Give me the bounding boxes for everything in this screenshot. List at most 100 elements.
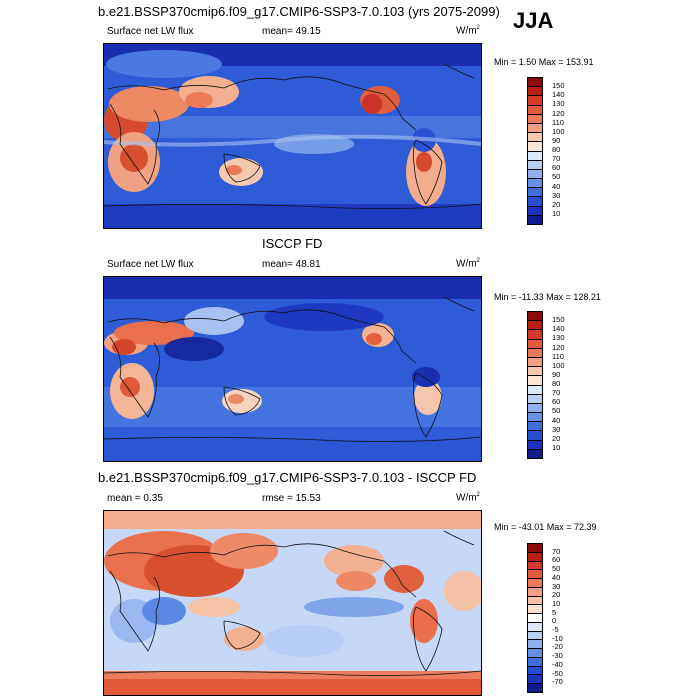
colorbar-label: 30 [552,581,561,591]
colorbar-label: 60 [552,163,561,173]
colorbar-label: -50 [552,668,563,678]
colorbar-segment [528,684,542,693]
colorbar-segment [528,385,542,395]
panel3-minmax: Min = -43.01 Max = 72.39 [494,522,597,532]
colorbar-label: 100 [552,360,565,370]
colorbar-label: 90 [552,369,561,379]
colorbar-label: 10 [552,208,561,218]
colorbar-label: 110 [552,117,564,127]
panel3-mean: mean = 0.35 [107,493,163,504]
panel1-minmax: Min = 1.50 Max = 153.91 [494,57,594,67]
colorbar-label: 70 [552,388,561,398]
colorbar-segment [528,622,542,632]
colorbar-label: -20 [552,642,563,652]
panel1-colorbar-labels: 150 140 130 120 110 100 90 80 70 60 50 40 30 20 10 [552,77,592,223]
colorbar-label: 70 [552,546,561,556]
colorbar-label: 30 [552,424,561,434]
colorbar-label: 50 [552,172,561,182]
colorbar-segment [528,561,542,571]
colorbar-segment [528,666,542,676]
colorbar-segment [528,614,542,623]
panel2-units: W/m2 [456,258,480,270]
colorbar-label: -10 [552,633,563,643]
panel3-map [103,510,482,696]
colorbar-segment [528,123,542,134]
colorbar-label: 10 [552,598,561,608]
colorbar-label: 150 [552,81,565,91]
colorbar-label: 5 [552,607,557,617]
colorbar-segment [528,160,542,170]
colorbar-segment [528,96,542,106]
colorbar-segment [528,657,542,667]
colorbar-segment [528,133,542,143]
panel2-minmax: Min = -11.33 Max = 128.21 [494,292,601,302]
colorbar-label: 40 [552,181,561,191]
colorbar-label: 60 [552,555,561,565]
colorbar-label: 90 [552,135,561,145]
colorbar-segment [528,114,542,124]
colorbar-segment [528,570,542,580]
colorbar-segment [528,449,542,458]
panel2-colorbar [527,311,543,459]
panel3-colorbar-labels: 70 60 50 40 30 20 10 5 0 -5 -10 -20 -30 -40 -50 -70 [552,543,592,691]
colorbar-segment [528,587,542,597]
colorbar-label: 10 [552,442,561,452]
colorbar-segment [528,631,542,641]
colorbar-label: 20 [552,199,561,209]
colorbar-segment [528,339,542,349]
colorbar-segment [528,188,542,198]
colorbar-segment [528,151,542,161]
season-label: JJA [513,8,554,33]
colorbar-segment [528,357,542,368]
colorbar-segment [528,78,542,88]
colorbar-segment [528,675,542,685]
colorbar-label: 0 [552,616,557,626]
panel2-stat: mean= 48.81 [262,259,321,270]
colorbar-segment [528,403,542,414]
colorbar-segment [528,206,542,216]
panel1-colorbar [527,77,543,225]
panel2-colorbar-labels: 150 140 130 120 110 100 90 80 70 60 50 40 30 20 10 [552,311,592,457]
colorbar-label: 40 [552,415,561,425]
colorbar-label: 140 [552,90,565,100]
colorbar-label: 80 [552,379,561,388]
colorbar-segment [528,376,542,386]
panel2-map [103,276,482,462]
colorbar-segment [528,330,542,340]
panel1-units: W/m2 [456,25,480,37]
panel3-map-field [104,511,481,695]
colorbar-segment [528,440,542,450]
colorbar-segment [528,649,542,658]
colorbar-segment [528,431,542,441]
colorbar-label: 70 [552,154,561,164]
colorbar-label: 150 [552,315,565,325]
panel2-title: ISCCP FD [262,236,323,251]
colorbar-label: 120 [552,108,565,118]
panel2-map-field [104,277,481,461]
colorbar-label: 50 [552,406,561,416]
colorbar-segment [528,544,542,553]
colorbar-label: -70 [552,677,563,687]
colorbar-label: 30 [552,190,561,200]
colorbar-label: 50 [552,564,561,574]
colorbar-segment [528,87,542,97]
colorbar-label: 100 [552,126,565,136]
colorbar-label: 60 [552,397,561,407]
panel3-stat: rmse = 15.53 [262,493,321,504]
panel3-title: b.e21.BSSP370cmip6.f09_g17.CMIP6-SSP3-7.… [98,470,477,485]
colorbar-label: 80 [552,145,561,154]
panel1-variable: Surface net LW flux [107,26,194,37]
colorbar-segment [528,321,542,331]
colorbar-label: 20 [552,433,561,443]
panel1-title: b.e21.BSSP370cmip6.f09_g17.CMIP6-SSP3-7.… [98,4,500,19]
panel2-variable: Surface net LW flux [107,259,194,270]
colorbar-label: 40 [552,572,561,582]
panel3-colorbar [527,543,543,693]
colorbar-segment [528,105,542,115]
colorbar-label: -5 [552,625,559,635]
colorbar-label: 130 [552,333,565,343]
colorbar-segment [528,142,542,152]
colorbar-segment [528,579,542,588]
colorbar-segment [528,596,542,606]
colorbar-label: 130 [552,99,565,109]
